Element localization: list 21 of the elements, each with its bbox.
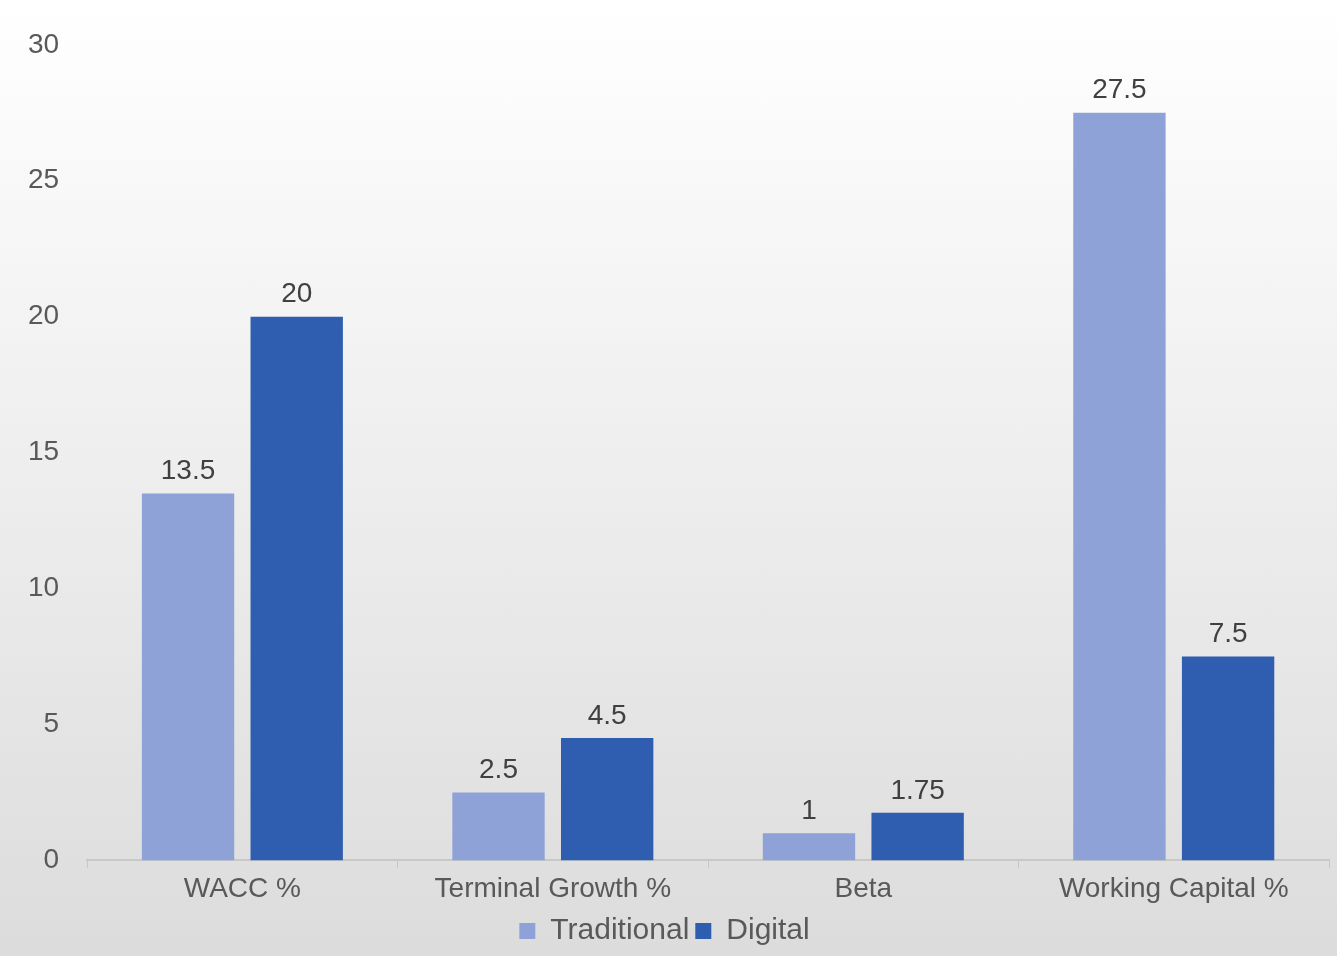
x-tick-label: WACC %	[183, 871, 301, 903]
y-tick-label: 0	[43, 843, 60, 875]
legend-label: Digital	[726, 912, 810, 946]
y-tick-label: 20	[27, 299, 60, 331]
legend-label: Traditional	[550, 912, 690, 946]
y-tick-label: 15	[27, 435, 60, 467]
data-label: 1	[801, 793, 817, 825]
data-label: 27.5	[1092, 73, 1147, 105]
x-tick-label: Working Capital %	[1058, 871, 1289, 903]
x-tick-label: Beta	[834, 871, 893, 903]
data-label: 2.5	[479, 753, 518, 785]
y-tick-label: 30	[27, 27, 60, 59]
x-tick-label: Terminal Growth %	[434, 871, 672, 903]
data-label: 7.5	[1208, 617, 1248, 649]
y-tick-label: 10	[27, 571, 60, 603]
data-label: 4.5	[587, 698, 627, 730]
y-tick-label: 25	[27, 163, 60, 195]
data-label: 1.75	[890, 773, 945, 805]
data-label: 13.5	[160, 454, 216, 486]
data-label: 20	[281, 277, 313, 309]
y-tick-label: 5	[43, 707, 60, 739]
